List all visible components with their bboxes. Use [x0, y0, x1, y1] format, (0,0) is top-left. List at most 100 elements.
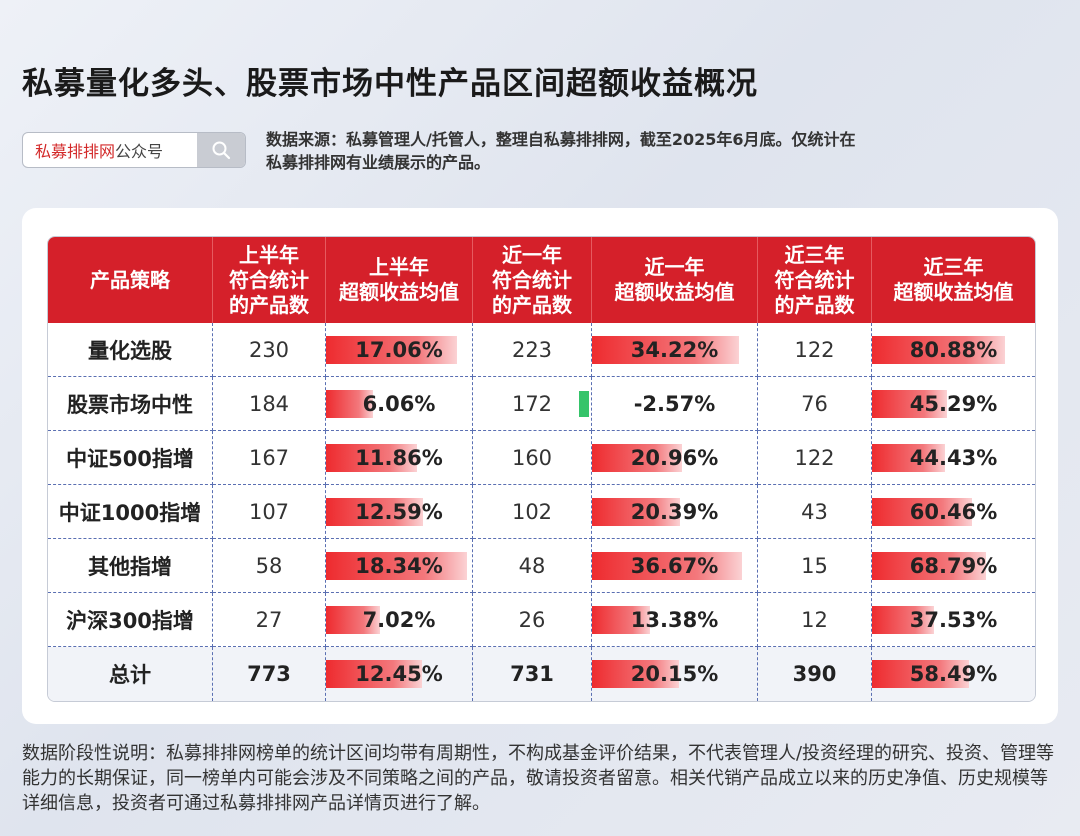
count-cell: 102 — [473, 485, 592, 539]
header-line: 上半年 — [369, 255, 429, 279]
excess-cell: 11.86% — [326, 431, 473, 485]
excess-cell: 20.15% — [592, 647, 758, 701]
strategy-cell: 其他指增 — [48, 539, 213, 593]
col-header-h1-excess: 上半年 超额收益均值 — [326, 237, 473, 323]
page-title: 私募量化多头、股票市场中性产品区间超额收益概况 — [22, 66, 758, 102]
search-box[interactable]: 私募排排网 公众号 — [22, 132, 246, 168]
table-row: 沪深300指增 27 7.02% 26 13.38% 12 37.53% — [48, 593, 1035, 647]
header-line: 近一年 — [644, 255, 705, 279]
search-input[interactable]: 私募排排网 公众号 — [23, 133, 197, 167]
col-header-h1-count: 上半年 符合统计 的产品数 — [213, 237, 326, 323]
excess-value: 20.96% — [630, 445, 719, 470]
excess-cell: 13.38% — [592, 593, 758, 647]
search-icon — [212, 141, 231, 160]
count-cell: 107 — [213, 485, 326, 539]
search-button[interactable] — [197, 133, 245, 167]
excess-value: 18.34% — [355, 553, 443, 578]
excess-value: 6.06% — [362, 391, 436, 416]
table-row: 股票市场中性 184 6.06% 172 -2.57% 76 45.29% — [48, 377, 1035, 431]
excess-cell: 7.02% — [326, 593, 473, 647]
header-line: 的产品数 — [492, 292, 572, 317]
count-cell: 48 — [473, 539, 592, 593]
excess-bar — [592, 336, 740, 364]
header-line: 符合统计 — [492, 267, 572, 292]
excess-bar — [592, 444, 683, 472]
table-row: 其他指增 58 18.34% 48 36.67% 15 68.79% — [48, 539, 1035, 593]
header-line: 近三年 — [923, 255, 984, 279]
count-cell: 223 — [473, 323, 592, 377]
table-row: 中证500指增 167 11.86% 160 20.96% 122 44.43% — [48, 431, 1035, 485]
excess-cell: 36.67% — [592, 539, 758, 593]
excess-cell: 68.79% — [872, 539, 1035, 593]
col-header-y3-count: 近三年 符合统计 的产品数 — [758, 237, 872, 323]
excess-cell: 44.43% — [872, 431, 1035, 485]
excess-bar — [872, 444, 946, 472]
excess-cell: 20.96% — [592, 431, 758, 485]
header-line: 超额收益均值 — [614, 280, 735, 304]
excess-cell: 45.29% — [872, 377, 1035, 431]
excess-cell: 60.46% — [872, 485, 1035, 539]
strategy-cell: 总计 — [48, 647, 213, 701]
excess-bar — [872, 390, 947, 418]
disclaimer-note: 数据阶段性说明：私募排排网榜单的统计区间均带有周期性，不构成基金评价结果，不代表… — [22, 743, 1055, 814]
strategy-cell: 沪深300指增 — [48, 593, 213, 647]
count-cell: 76 — [758, 377, 872, 431]
excess-value: 12.59% — [355, 499, 443, 524]
excess-cell: 37.53% — [872, 593, 1035, 647]
excess-value: 11.86% — [355, 445, 443, 470]
table-total-row: 总计 773 12.45% 731 20.15% 390 58.49% — [48, 647, 1035, 701]
excess-value: 20.39% — [630, 499, 719, 524]
table-header-row: 产品策略 上半年 符合统计 的产品数 上半年 超额收益均值 近一年 符合统计 的产品数 近一年 超额… — [48, 237, 1035, 323]
excess-bar — [872, 660, 969, 688]
excess-cell: -2.57% — [579, 377, 758, 431]
excess-cell: 12.59% — [326, 485, 473, 539]
excess-bar — [326, 606, 381, 634]
count-cell: 12 — [758, 593, 872, 647]
excess-value: 60.46% — [909, 499, 998, 524]
strategy-cell: 股票市场中性 — [48, 377, 213, 431]
count-cell: 731 — [473, 647, 592, 701]
excess-cell: 6.06% — [326, 377, 473, 431]
excess-bar — [592, 606, 650, 634]
excess-bar — [326, 552, 468, 580]
negative-bar — [579, 391, 589, 417]
table-row: 量化选股 230 17.06% 223 34.22% 122 80.88% — [48, 323, 1035, 377]
search-suffix-text: 公众号 — [115, 142, 164, 161]
header-line: 的产品数 — [774, 292, 855, 317]
excess-bar — [326, 444, 418, 472]
count-cell: 43 — [758, 485, 872, 539]
count-cell: 160 — [473, 431, 592, 485]
strategy-cell: 中证500指增 — [48, 431, 213, 485]
count-cell: 27 — [213, 593, 326, 647]
excess-bar — [326, 498, 423, 526]
excess-bar — [872, 606, 934, 634]
excess-cell: 20.39% — [592, 485, 758, 539]
excess-bar — [872, 336, 1006, 364]
excess-cell: 18.34% — [326, 539, 473, 593]
excess-value: 37.53% — [909, 607, 998, 632]
excess-value: 58.49% — [909, 662, 998, 686]
count-cell: 184 — [213, 377, 326, 431]
excess-cell: 80.88% — [872, 323, 1035, 377]
excess-bar — [872, 498, 972, 526]
col-header-strategy: 产品策略 — [48, 237, 213, 323]
excess-value: 20.15% — [630, 662, 719, 686]
excess-value: 17.06% — [355, 337, 443, 362]
excess-bar — [592, 660, 679, 688]
excess-value: 68.79% — [909, 553, 998, 578]
excess-return-table: 产品策略 上半年 符合统计 的产品数 上半年 超额收益均值 近一年 符合统计 的产品数 近一年 超额… — [47, 236, 1036, 702]
col-header-y3-excess: 近三年 超额收益均值 — [872, 237, 1035, 323]
count-cell: 122 — [758, 323, 872, 377]
strategy-cell: 量化选股 — [48, 323, 213, 377]
count-cell: 122 — [758, 431, 872, 485]
excess-value: -2.57% — [633, 391, 716, 416]
count-cell: 773 — [213, 647, 326, 701]
count-cell: 167 — [213, 431, 326, 485]
count-cell: 390 — [758, 647, 872, 701]
col-header-y1-excess: 近一年 超额收益均值 — [592, 237, 758, 323]
excess-value: 13.38% — [630, 607, 719, 632]
header-line: 超额收益均值 — [339, 280, 459, 304]
col-header-y1-count: 近一年 符合统计 的产品数 — [473, 237, 592, 323]
header-line: 上半年 — [239, 242, 299, 267]
header-line: 符合统计 — [774, 267, 855, 292]
